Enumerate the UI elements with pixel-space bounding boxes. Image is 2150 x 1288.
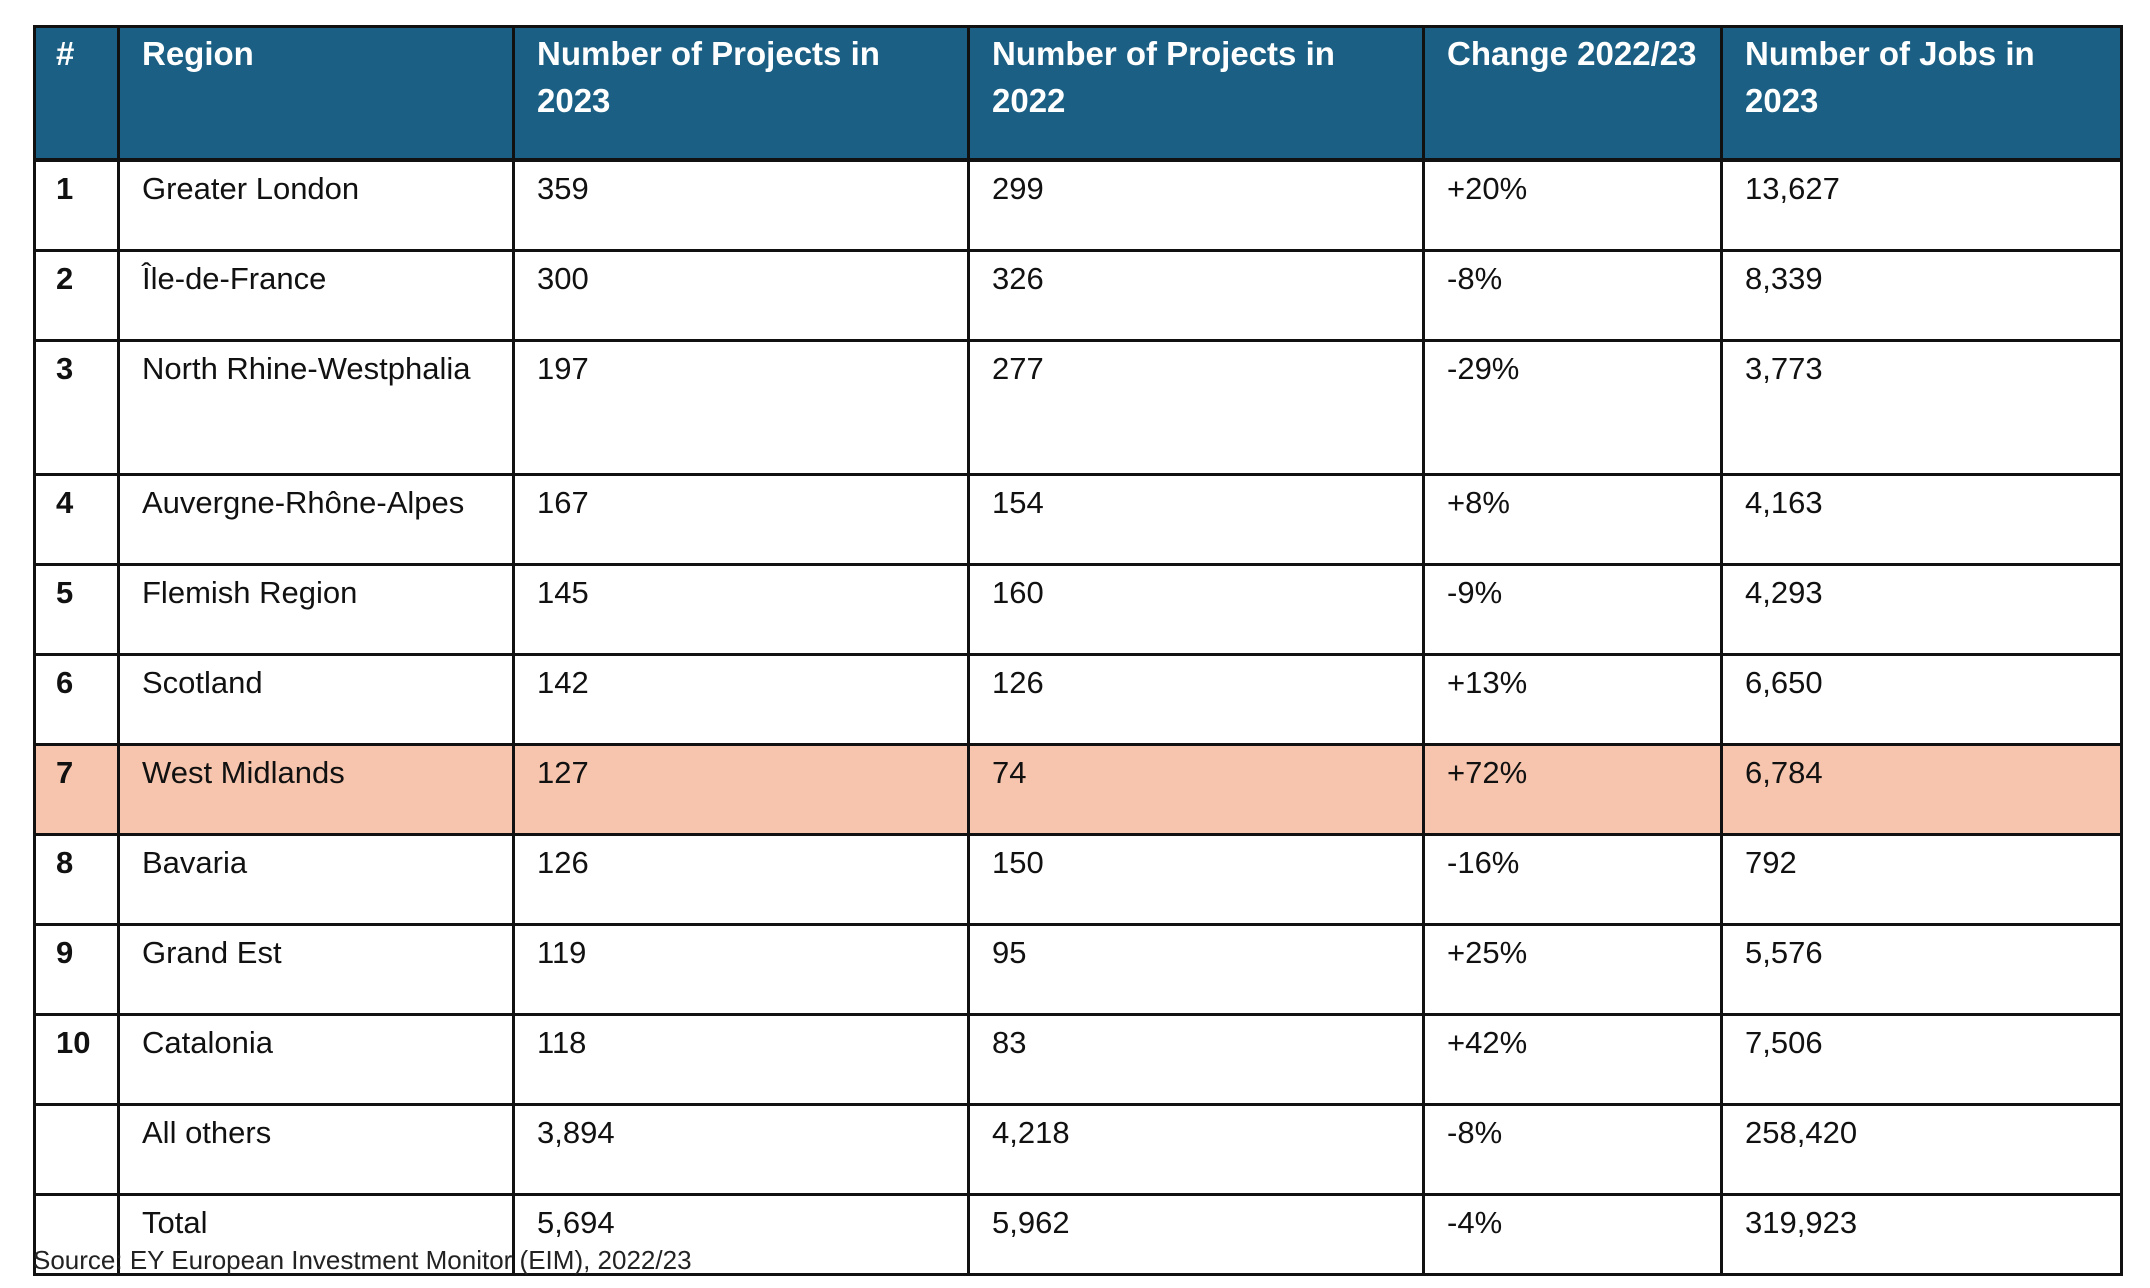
rank-cell: 7 bbox=[33, 743, 120, 836]
projects-2022-cell: 150 bbox=[967, 833, 1425, 926]
projects-2022-cell: 326 bbox=[967, 249, 1425, 342]
column-header-region: Region bbox=[117, 25, 515, 162]
projects-2022-cell: 83 bbox=[967, 1013, 1425, 1106]
region-cell: Catalonia bbox=[117, 1013, 515, 1106]
jobs-2023-cell: 6,650 bbox=[1720, 653, 2123, 746]
rank-cell: 6 bbox=[33, 653, 120, 746]
table-row: 6 Scotland 142 126 +13% 6,650 bbox=[33, 653, 2123, 746]
jobs-2023-cell: 7,506 bbox=[1720, 1013, 2123, 1106]
change-cell: +8% bbox=[1422, 473, 1723, 566]
table-row: 2 Île-de-France 300 326 -8% 8,339 bbox=[33, 249, 2123, 342]
rank-cell: 2 bbox=[33, 249, 120, 342]
projects-2022-cell: 74 bbox=[967, 743, 1425, 836]
projects-2022-cell: 5,962 bbox=[967, 1193, 1425, 1276]
region-cell: Flemish Region bbox=[117, 563, 515, 656]
region-cell: Grand Est bbox=[117, 923, 515, 1016]
change-cell: -9% bbox=[1422, 563, 1723, 656]
table-row: 10 Catalonia 118 83 +42% 7,506 bbox=[33, 1013, 2123, 1106]
jobs-2023-cell: 792 bbox=[1720, 833, 2123, 926]
jobs-2023-cell: 13,627 bbox=[1720, 158, 2123, 252]
change-cell: -29% bbox=[1422, 339, 1723, 476]
table-row: 4 Auvergne-Rhône-Alpes 167 154 +8% 4,163 bbox=[33, 473, 2123, 566]
rank-cell: 5 bbox=[33, 563, 120, 656]
column-header-projects-2022: Number of Projects in 2022 bbox=[967, 25, 1425, 162]
change-cell: +25% bbox=[1422, 923, 1723, 1016]
region-ranking-table: # Region Number of Projects in 2023 Numb… bbox=[33, 25, 2123, 1276]
jobs-2023-cell: 8,339 bbox=[1720, 249, 2123, 342]
projects-2023-cell: 197 bbox=[512, 339, 970, 476]
table-row: 3 North Rhine-Westphalia 197 277 -29% 3,… bbox=[33, 339, 2123, 476]
column-header-projects-2023: Number of Projects in 2023 bbox=[512, 25, 970, 162]
rank-cell bbox=[33, 1193, 120, 1276]
rank-cell: 3 bbox=[33, 339, 120, 476]
projects-2023-cell: 127 bbox=[512, 743, 970, 836]
table-total-row: Total 5,694 5,962 -4% 319,923 bbox=[33, 1193, 2123, 1276]
projects-2023-cell: 145 bbox=[512, 563, 970, 656]
jobs-2023-cell: 319,923 bbox=[1720, 1193, 2123, 1276]
highlighted-table-row: 7 West Midlands 127 74 +72% 6,784 bbox=[33, 743, 2123, 836]
region-cell: All others bbox=[117, 1103, 515, 1196]
projects-2023-cell: 118 bbox=[512, 1013, 970, 1106]
projects-2022-cell: 277 bbox=[967, 339, 1425, 476]
rank-cell: 8 bbox=[33, 833, 120, 926]
region-cell: Greater London bbox=[117, 158, 515, 252]
rank-cell: 4 bbox=[33, 473, 120, 566]
projects-2022-cell: 160 bbox=[967, 563, 1425, 656]
jobs-2023-cell: 258,420 bbox=[1720, 1103, 2123, 1196]
rank-cell bbox=[33, 1103, 120, 1196]
source-note: Source: EY European Investment Monitor (… bbox=[33, 1245, 692, 1275]
change-cell: -8% bbox=[1422, 1103, 1723, 1196]
column-header-rank: # bbox=[33, 25, 120, 162]
region-cell: West Midlands bbox=[117, 743, 515, 836]
region-cell: North Rhine-Westphalia bbox=[117, 339, 515, 476]
projects-2023-cell: 126 bbox=[512, 833, 970, 926]
rank-cell: 9 bbox=[33, 923, 120, 1016]
projects-2023-cell: 142 bbox=[512, 653, 970, 746]
jobs-2023-cell: 3,773 bbox=[1720, 339, 2123, 476]
projects-2022-cell: 4,218 bbox=[967, 1103, 1425, 1196]
change-cell: -16% bbox=[1422, 833, 1723, 926]
table-header-row: # Region Number of Projects in 2023 Numb… bbox=[33, 25, 2123, 162]
table-row: 9 Grand Est 119 95 +25% 5,576 bbox=[33, 923, 2123, 1016]
jobs-2023-cell: 5,576 bbox=[1720, 923, 2123, 1016]
projects-2023-cell: 167 bbox=[512, 473, 970, 566]
region-cell: Auvergne-Rhône-Alpes bbox=[117, 473, 515, 566]
projects-2022-cell: 95 bbox=[967, 923, 1425, 1016]
change-cell: +20% bbox=[1422, 158, 1723, 252]
projects-2022-cell: 299 bbox=[967, 158, 1425, 252]
table-row: 5 Flemish Region 145 160 -9% 4,293 bbox=[33, 563, 2123, 656]
projects-2023-cell: 119 bbox=[512, 923, 970, 1016]
change-cell: +13% bbox=[1422, 653, 1723, 746]
rank-cell: 10 bbox=[33, 1013, 120, 1106]
column-header-change: Change 2022/23 bbox=[1422, 25, 1723, 162]
projects-2023-cell: 359 bbox=[512, 158, 970, 252]
table-row: 8 Bavaria 126 150 -16% 792 bbox=[33, 833, 2123, 926]
jobs-2023-cell: 4,293 bbox=[1720, 563, 2123, 656]
table-row: All others 3,894 4,218 -8% 258,420 bbox=[33, 1103, 2123, 1196]
change-cell: -4% bbox=[1422, 1193, 1723, 1276]
region-cell: Scotland bbox=[117, 653, 515, 746]
projects-2023-cell: 5,694 bbox=[512, 1193, 970, 1276]
projects-2022-cell: 126 bbox=[967, 653, 1425, 746]
change-cell: +72% bbox=[1422, 743, 1723, 836]
region-cell: Île-de-France bbox=[117, 249, 515, 342]
table-row: 1 Greater London 359 299 +20% 13,627 bbox=[33, 158, 2123, 252]
rank-cell: 1 bbox=[33, 158, 120, 252]
jobs-2023-cell: 4,163 bbox=[1720, 473, 2123, 566]
projects-2023-cell: 300 bbox=[512, 249, 970, 342]
region-cell: Bavaria bbox=[117, 833, 515, 926]
column-header-jobs-2023: Number of Jobs in 2023 bbox=[1720, 25, 2123, 162]
change-cell: -8% bbox=[1422, 249, 1723, 342]
projects-2023-cell: 3,894 bbox=[512, 1103, 970, 1196]
change-cell: +42% bbox=[1422, 1013, 1723, 1106]
projects-2022-cell: 154 bbox=[967, 473, 1425, 566]
region-cell: Total bbox=[117, 1193, 515, 1276]
jobs-2023-cell: 6,784 bbox=[1720, 743, 2123, 836]
